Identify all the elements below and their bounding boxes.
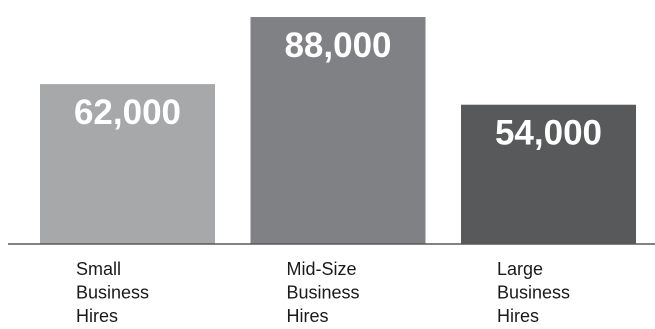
category-labels-group: Small Business Hires Mid-Size Business Hires L… [76, 259, 570, 326]
bar-1 [40, 84, 215, 244]
bar-2 [250, 17, 426, 244]
category-label-1-line-3: Hires [76, 306, 118, 326]
category-label-2-line-1: Mid-Size [287, 259, 357, 279]
category-label-3-line-2: Business [497, 283, 570, 303]
category-label-2-line-2: Business [287, 283, 360, 303]
bar-value-label-3: 54,000 [495, 114, 602, 153]
bar-value-label-2: 88,000 [284, 26, 391, 65]
bar-value-label-1: 62,000 [74, 93, 181, 132]
category-label-3-line-1: Large [497, 259, 543, 279]
category-label-1-line-2: Business [76, 283, 149, 303]
bars-group [40, 17, 636, 244]
category-label-1-line-1: Small [76, 259, 121, 279]
category-label-3-line-3: Hires [497, 306, 539, 326]
bar-3 [461, 104, 636, 244]
value-labels-group: 62,000 88,000 54,000 [74, 26, 602, 153]
category-label-2-line-3: Hires [287, 306, 329, 326]
